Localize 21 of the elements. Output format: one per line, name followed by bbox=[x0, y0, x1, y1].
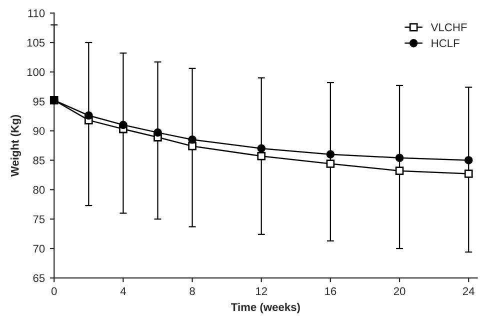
x-tick-label: 12 bbox=[256, 287, 267, 296]
x-axis-title: Time (weeks) bbox=[231, 302, 300, 314]
x-tick-label: 4 bbox=[120, 287, 126, 296]
x-tick-label: 20 bbox=[394, 287, 406, 296]
x-tick-label: 8 bbox=[190, 287, 195, 296]
y-axis-title: Weight (Kg) bbox=[10, 115, 21, 177]
legend-label: HCLF bbox=[432, 39, 460, 48]
legend-label: VLCHF bbox=[430, 23, 467, 32]
x-tick-label: 24 bbox=[462, 287, 474, 296]
y-tick-label: 75 bbox=[33, 215, 45, 224]
y-tick-label: 85 bbox=[33, 156, 45, 164]
x-tick-label: 0 bbox=[51, 287, 57, 296]
y-tick-label: 65 bbox=[33, 274, 45, 282]
y-tick-label: 105 bbox=[27, 38, 45, 47]
y-tick-label: 80 bbox=[33, 186, 45, 194]
y-tick-label: 90 bbox=[33, 127, 45, 135]
y-tick-label: 100 bbox=[27, 68, 45, 76]
y-tick-label: 110 bbox=[28, 9, 45, 18]
x-tick-label: 16 bbox=[325, 287, 336, 296]
y-tick-label: 70 bbox=[33, 244, 45, 253]
y-tick-label: 95 bbox=[33, 98, 45, 106]
